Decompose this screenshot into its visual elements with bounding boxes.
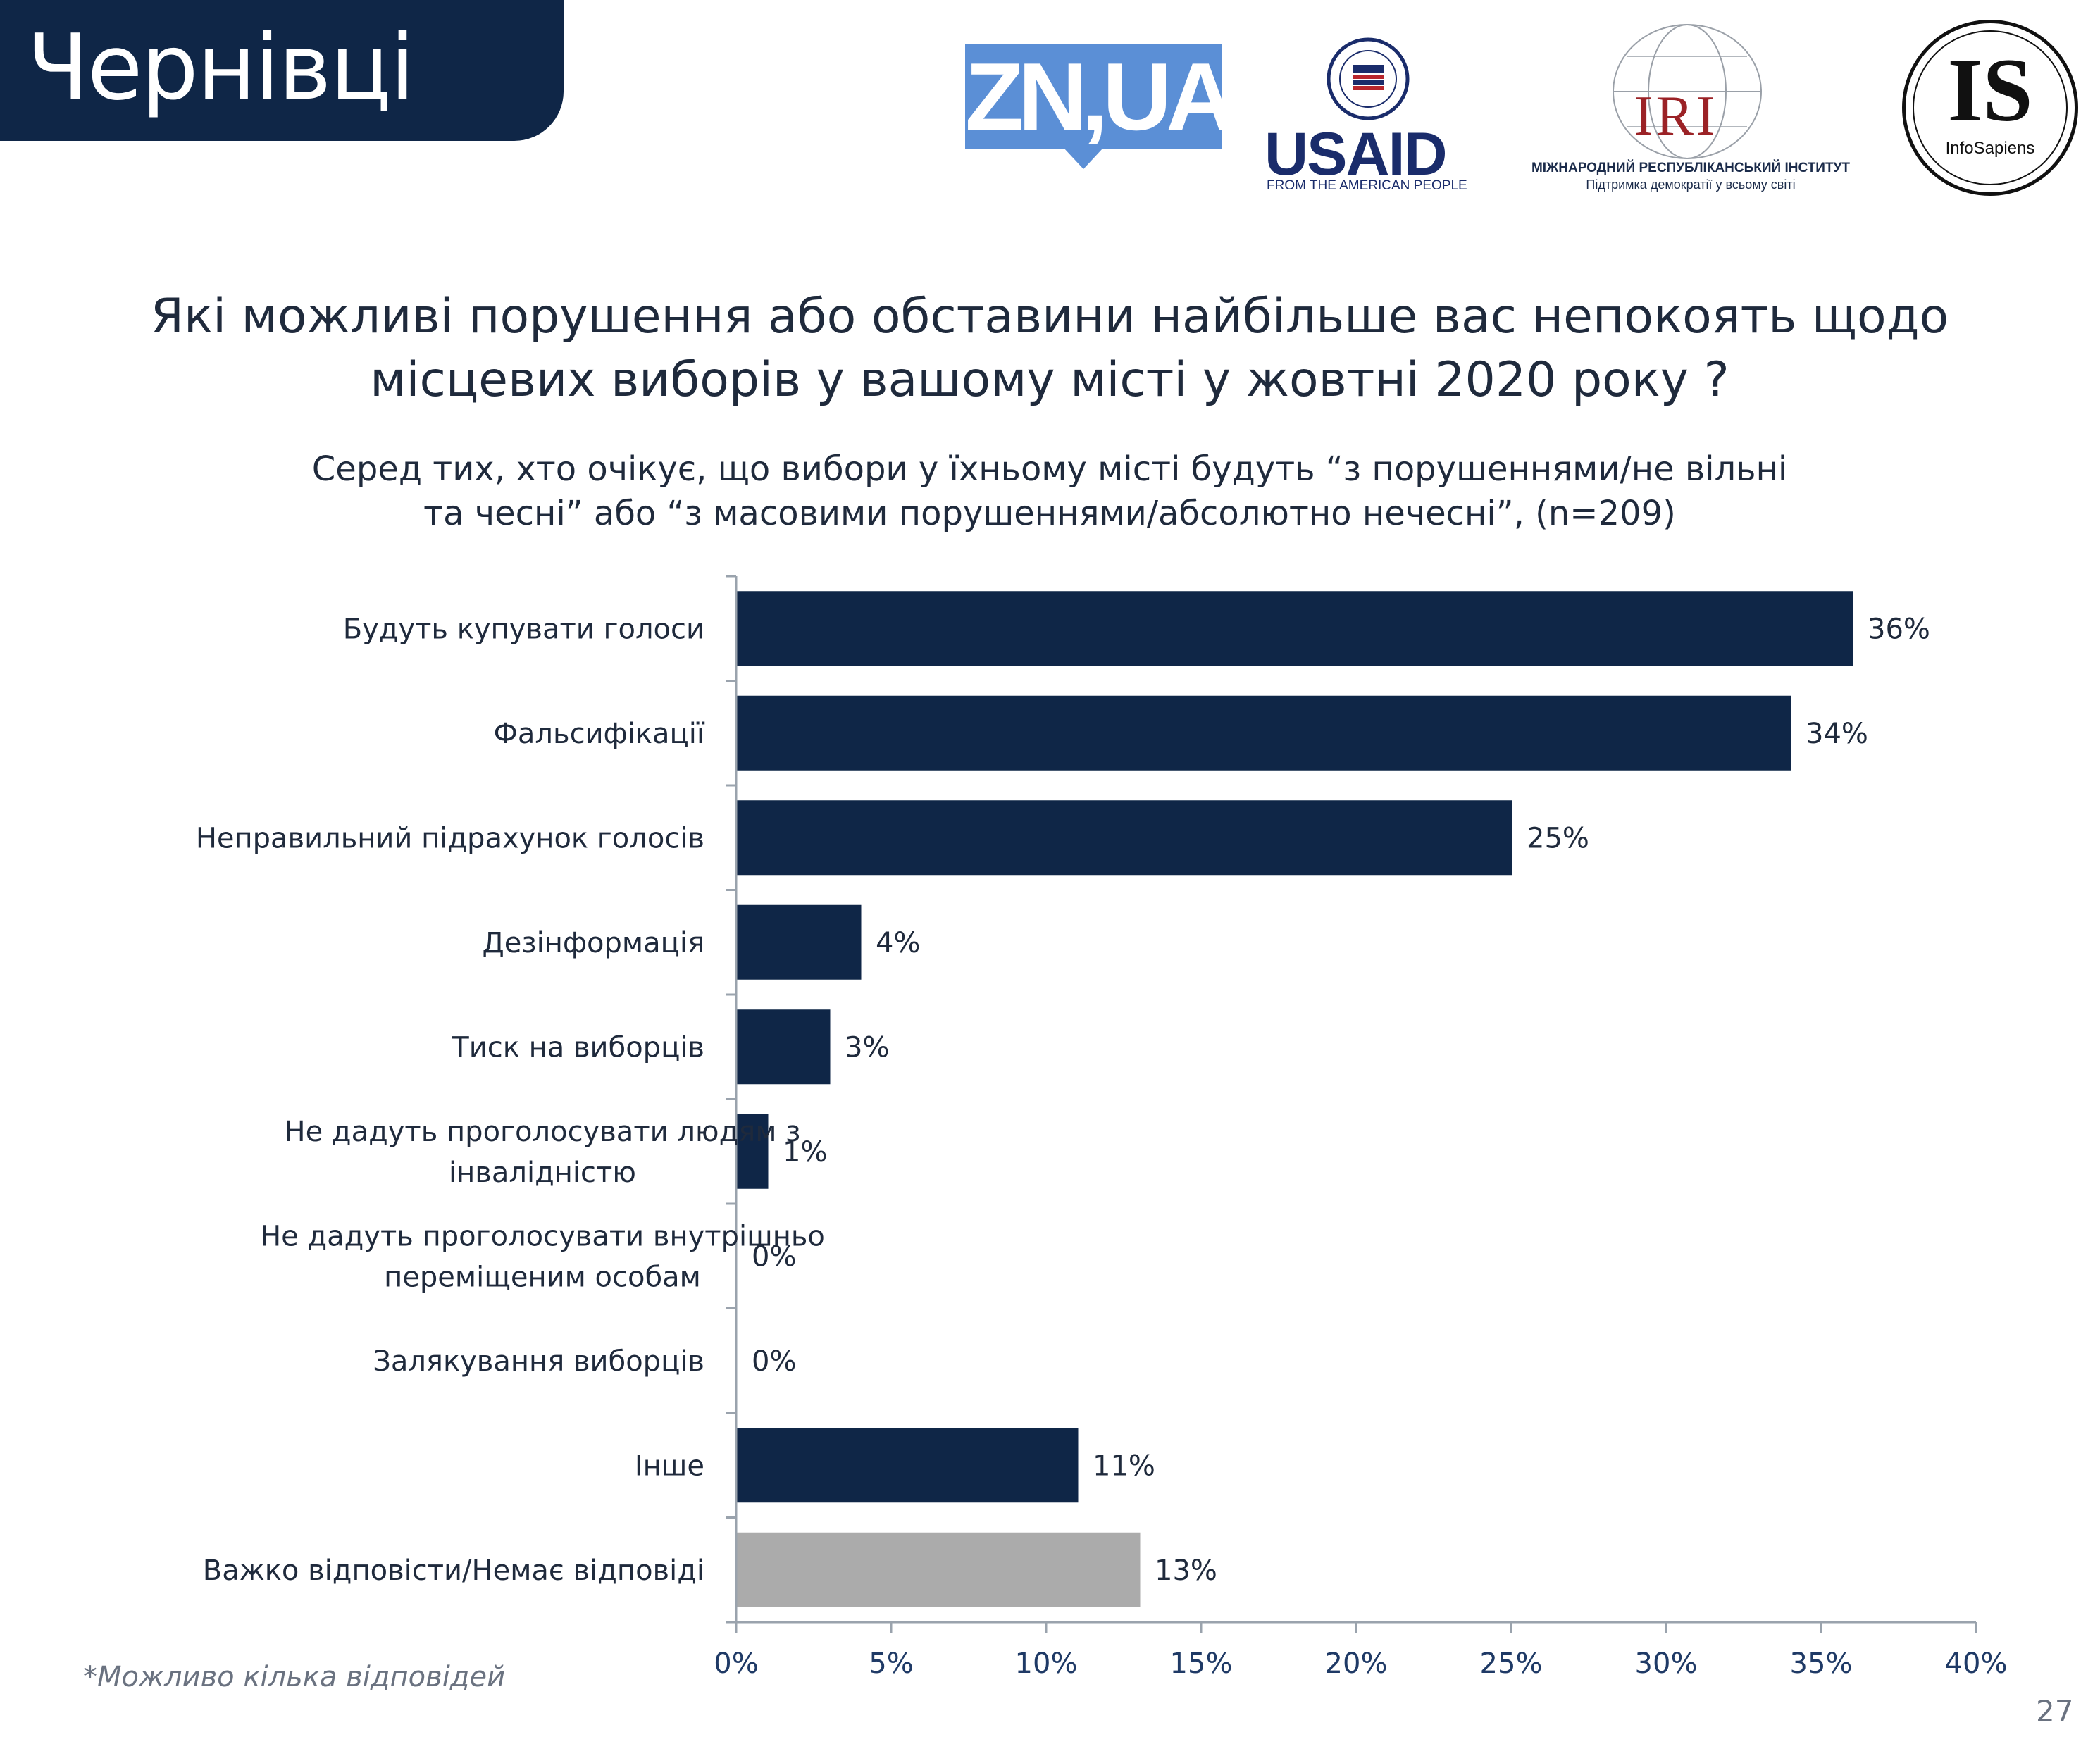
infosapiens-mark: IS bbox=[1947, 40, 2033, 140]
zn-ua-logo: ZN,UA bbox=[965, 43, 1236, 150]
bar bbox=[737, 695, 1791, 771]
chart-title-line-1: Які можливі порушення або обставини найб… bbox=[150, 289, 1949, 344]
category-label: Не дадуть проголосувати людям з bbox=[285, 1116, 801, 1148]
category-label: Тиск на виборців bbox=[451, 1031, 704, 1064]
x-tick-label: 0% bbox=[714, 1648, 758, 1680]
data-label: 0% bbox=[752, 1345, 796, 1378]
bar bbox=[737, 1428, 1079, 1503]
data-label: 25% bbox=[1527, 822, 1589, 854]
data-label: 34% bbox=[1806, 718, 1868, 750]
category-label: Не дадуть проголосувати внутрішньо bbox=[260, 1220, 825, 1252]
usaid-seal-icon bbox=[1327, 37, 1410, 120]
city-header-tab: Чернівці bbox=[0, 0, 564, 141]
x-tick-label: 5% bbox=[869, 1648, 913, 1680]
category-label: Інше bbox=[635, 1450, 704, 1482]
data-label: 0% bbox=[752, 1240, 796, 1273]
usaid-logo: USAID bbox=[1265, 120, 1448, 188]
category-label: інвалідністю bbox=[449, 1157, 636, 1189]
x-tick-label: 10% bbox=[1015, 1648, 1078, 1680]
bar bbox=[737, 591, 1853, 666]
data-label: 1% bbox=[783, 1136, 827, 1169]
chart-title-line-2: місцевих виборів у вашому місті у жовтні… bbox=[370, 352, 1729, 408]
city-name: Чернівці bbox=[27, 15, 415, 120]
iri-logo: IRI bbox=[1634, 85, 1718, 147]
infosapiens-name: InfoSapiens bbox=[1945, 139, 2035, 158]
x-tick-label: 35% bbox=[1790, 1648, 1853, 1680]
data-label: 11% bbox=[1093, 1450, 1155, 1482]
bar bbox=[737, 904, 862, 980]
iri-tagline: Підтримка демократії у всьому світі bbox=[1586, 177, 1796, 192]
x-tick-label: 20% bbox=[1325, 1648, 1388, 1680]
usaid-tagline: FROM THE AMERICAN PEOPLE bbox=[1267, 178, 1467, 193]
category-label: Залякування виборців bbox=[373, 1345, 704, 1378]
chart-subtitle-line-2: та чесні” або “з масовими порушеннями/аб… bbox=[423, 494, 1676, 533]
category-label: переміщеним особам bbox=[384, 1261, 701, 1293]
x-tick-label: 30% bbox=[1635, 1648, 1698, 1680]
footnote: *Можливо кілька відповідей bbox=[83, 1661, 506, 1693]
data-label: 36% bbox=[1868, 613, 1930, 645]
iri-name: МІЖНАРОДНИЙ РЕСПУБЛІКАНСЬКИЙ ІНСТИТУТ bbox=[1531, 161, 1850, 175]
category-label: Дезінформація bbox=[482, 927, 704, 959]
category-label: Важко відповісти/Немає відповіді bbox=[203, 1555, 704, 1587]
page-number: 27 bbox=[2036, 1694, 2074, 1729]
infosapiens-ring bbox=[1913, 30, 2068, 185]
bar bbox=[737, 1009, 831, 1085]
x-tick-label: 25% bbox=[1480, 1648, 1543, 1680]
category-label: Неправильний підрахунок голосів bbox=[196, 822, 704, 854]
zn-ua-logo-tail bbox=[1064, 148, 1103, 169]
x-tick-label: 40% bbox=[1945, 1648, 2008, 1680]
bar bbox=[737, 1114, 769, 1189]
category-label: Фальсифікації bbox=[493, 718, 704, 750]
data-label: 13% bbox=[1155, 1555, 1217, 1587]
category-label: Будуть купувати голоси bbox=[343, 613, 704, 645]
x-tick-label: 15% bbox=[1170, 1648, 1233, 1680]
data-label: 4% bbox=[876, 927, 920, 959]
chart-subtitle-line-1: Серед тих, хто очікує, що вибори у їхньо… bbox=[311, 449, 1788, 489]
bar bbox=[737, 1532, 1141, 1607]
bar bbox=[737, 800, 1512, 876]
infosapiens-logo: IS InfoSapiens bbox=[1902, 20, 2078, 196]
data-label: 3% bbox=[845, 1031, 889, 1064]
iri-globe-icon bbox=[1613, 24, 1762, 159]
